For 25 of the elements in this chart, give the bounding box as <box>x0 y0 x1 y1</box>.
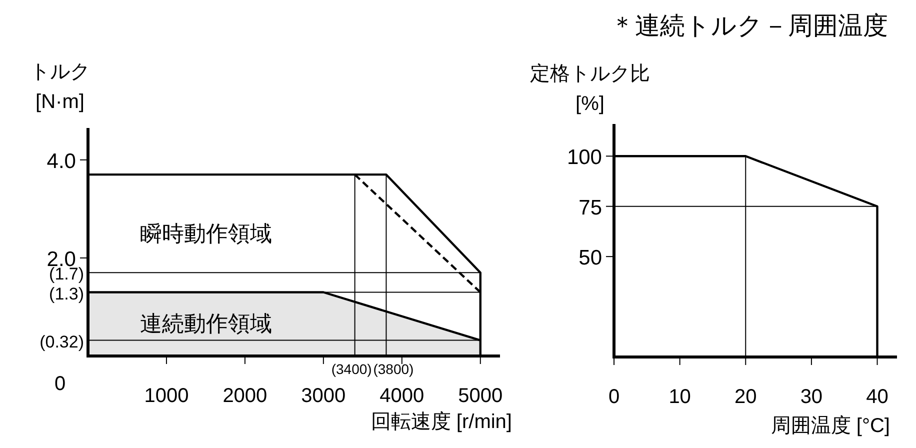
x-tick-label: 0 <box>608 386 620 408</box>
ref-line-label: (3800) <box>373 361 414 377</box>
y-axis-title: 定格トルク比 [%] <box>530 63 650 115</box>
ref-line-label: (1.3) <box>49 284 84 304</box>
y-tick-label: 50 <box>578 246 602 270</box>
x-tick-label: 10 <box>668 386 691 408</box>
x-tick-label: 40 <box>866 386 888 408</box>
x-tick-label: 30 <box>800 386 823 408</box>
x-tick-label: 4000 <box>380 385 424 407</box>
ref-line-label: (0.32) <box>40 332 84 352</box>
y-tick-label: 75 <box>578 196 602 220</box>
y-tick-label: 100 <box>566 146 602 170</box>
x-tick-label: 2000 <box>222 385 268 407</box>
annotation: 瞬時動作領域 <box>140 221 272 246</box>
annotation: 連続動作領域 <box>140 311 272 336</box>
x-tick-label: 5000 <box>458 385 503 407</box>
x-tick-label: 3000 <box>301 385 346 407</box>
x-tick-label: 1000 <box>144 385 189 407</box>
x-tick-label: 20 <box>734 386 757 408</box>
ref-line-label: (3400) <box>331 361 372 377</box>
x-axis-title: 周囲温度 [°C] <box>770 415 890 437</box>
x-axis-title: 回転速度 [r/min] <box>370 411 512 433</box>
chart-title: ＊連続トルク－周囲温度 <box>610 12 888 40</box>
y-tick-label: 4.0 <box>46 150 76 173</box>
y-axis-title: トルク [N·m] <box>30 61 90 113</box>
